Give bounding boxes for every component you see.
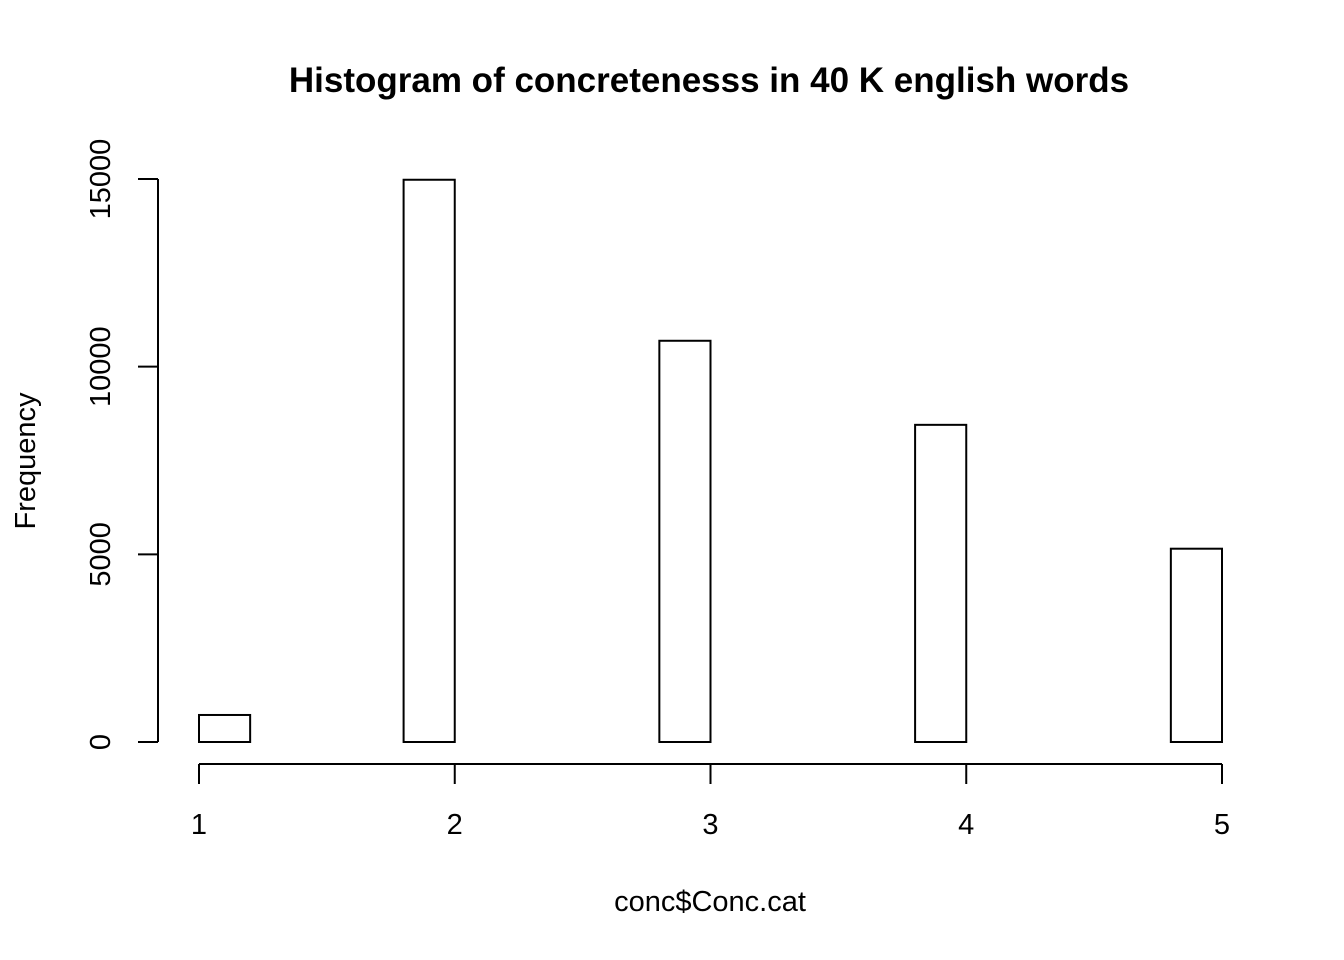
x-tick-label: 4 bbox=[958, 809, 974, 841]
histogram-bar bbox=[198, 713, 252, 744]
y-tick-label: 0 bbox=[85, 734, 117, 750]
x-tick-label: 2 bbox=[447, 809, 463, 841]
chart-title: Histogram of concretenesss in 40 K engli… bbox=[289, 61, 1129, 100]
y-tick-label: 15000 bbox=[85, 139, 117, 220]
y-axis-label: Frequency bbox=[10, 392, 42, 530]
histogram-bar bbox=[1169, 547, 1223, 743]
histogram-bar bbox=[914, 423, 968, 743]
y-axis: 0 5000 10000 15000 bbox=[85, 139, 159, 750]
y-tick-label: 5000 bbox=[85, 522, 117, 587]
x-tick-label: 1 bbox=[191, 809, 207, 841]
histogram-bar bbox=[402, 178, 456, 743]
x-tick-label: 3 bbox=[702, 809, 718, 841]
x-axis: 1 2 3 4 5 bbox=[191, 763, 1230, 841]
x-tick-label: 5 bbox=[1214, 809, 1230, 841]
y-tick-label: 10000 bbox=[85, 326, 117, 407]
bars-group bbox=[198, 178, 1223, 744]
histogram-bar bbox=[658, 339, 712, 743]
x-axis-label: conc$Conc.cat bbox=[614, 886, 806, 918]
